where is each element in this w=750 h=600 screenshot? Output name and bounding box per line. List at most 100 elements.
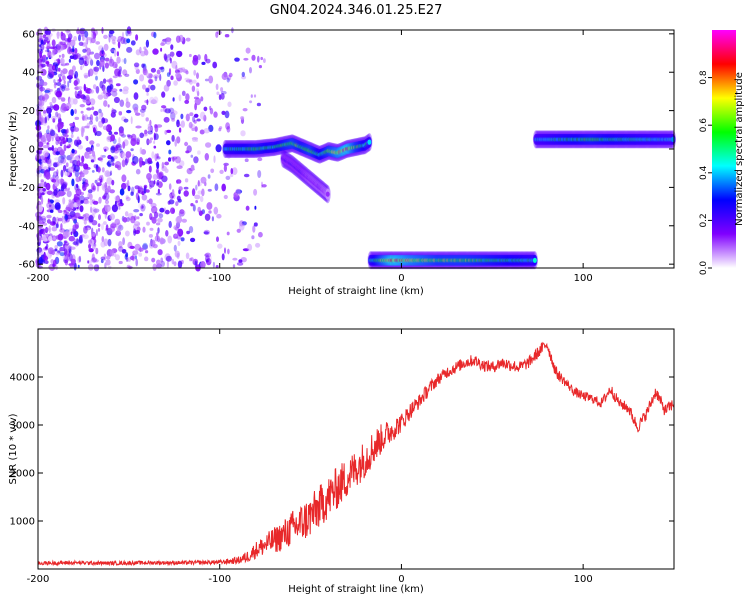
noise-speckle: [39, 86, 45, 92]
noise-speckle: [126, 179, 130, 188]
noise-speckle: [145, 39, 149, 48]
noise-speckle: [51, 249, 56, 256]
noise-speckle: [111, 39, 116, 45]
noise-speckle: [226, 77, 230, 83]
noise-speckle: [224, 247, 226, 254]
noise-speckle: [194, 126, 198, 132]
noise-speckle: [119, 88, 123, 92]
noise-speckle: [184, 99, 190, 104]
noise-speckle: [141, 194, 148, 201]
noise-speckle: [208, 210, 212, 214]
noise-speckle: [165, 230, 169, 237]
noise-speckle: [47, 160, 52, 168]
noise-speckle: [112, 75, 118, 79]
noise-speckle: [57, 67, 61, 72]
noise-speckle: [139, 213, 143, 217]
noise-speckle: [40, 179, 44, 183]
noise-speckle: [66, 137, 73, 143]
noise-speckle: [114, 195, 120, 202]
noise-speckle: [177, 228, 184, 237]
noise-speckle: [240, 130, 246, 137]
noise-speckle: [148, 198, 153, 205]
noise-speckle: [84, 135, 89, 140]
noise-speckle: [97, 227, 101, 232]
noise-speckle: [99, 80, 104, 89]
noise-speckle: [92, 84, 97, 90]
noise-speckle: [227, 101, 232, 108]
noise-speckle: [150, 239, 154, 246]
noise-speckle: [71, 65, 76, 72]
noise-speckle: [147, 157, 153, 164]
noise-speckle: [56, 241, 63, 247]
noise-speckle: [64, 255, 70, 261]
noise-speckle: [53, 189, 58, 196]
noise-speckle: [102, 78, 107, 84]
spectrogram-x-tick-label: 100: [574, 273, 593, 284]
noise-speckle: [180, 210, 186, 216]
noise-speckle: [110, 134, 115, 142]
noise-speckle: [156, 259, 161, 266]
noise-speckle: [74, 212, 81, 219]
noise-speckle: [175, 216, 182, 224]
noise-speckle: [161, 40, 167, 46]
noise-speckle: [130, 116, 133, 125]
noise-speckle: [178, 127, 182, 133]
noise-speckle: [140, 50, 146, 57]
noise-speckle: [149, 227, 154, 231]
noise-speckle: [148, 234, 153, 238]
noise-speckle: [82, 95, 87, 101]
noise-speckle: [100, 259, 104, 264]
noise-speckle: [56, 58, 59, 62]
noise-speckle: [130, 215, 136, 224]
noise-speckle: [146, 92, 149, 96]
noise-speckle: [223, 164, 227, 172]
noise-speckle: [148, 242, 155, 249]
noise-speckle: [212, 61, 218, 69]
noise-speckle: [121, 31, 125, 39]
noise-speckle: [108, 77, 113, 86]
noise-speckle: [250, 94, 253, 98]
noise-speckle: [51, 64, 57, 71]
noise-speckle: [45, 172, 51, 180]
noise-speckle: [109, 213, 115, 220]
noise-speckle: [90, 159, 95, 163]
noise-speckle: [204, 213, 211, 221]
noise-speckle: [89, 154, 96, 160]
noise-speckle: [118, 66, 123, 72]
noise-speckle: [89, 98, 96, 106]
noise-speckle: [196, 72, 199, 79]
noise-speckle: [193, 69, 197, 76]
noise-speckle: [102, 125, 108, 131]
noise-speckle: [147, 126, 153, 131]
noise-speckle: [46, 190, 53, 196]
noise-speckle: [189, 257, 192, 262]
noise-speckle: [163, 53, 168, 61]
noise-speckle: [97, 94, 104, 100]
noise-speckle: [91, 106, 95, 111]
noise-speckle: [79, 27, 86, 35]
noise-speckle: [170, 44, 174, 50]
noise-speckle: [63, 211, 68, 215]
noise-speckle: [68, 69, 74, 77]
noise-speckle: [175, 201, 179, 207]
noise-speckle: [154, 235, 159, 242]
noise-speckle: [169, 193, 172, 200]
noise-speckle: [200, 96, 204, 102]
noise-speckle: [38, 130, 43, 138]
noise-speckle: [50, 89, 53, 92]
noise-speckle: [133, 79, 139, 85]
noise-speckle: [70, 127, 75, 132]
noise-speckle: [130, 148, 134, 152]
noise-speckle: [59, 149, 65, 156]
noise-speckle: [113, 49, 117, 57]
noise-speckle: [100, 241, 106, 248]
noise-speckle: [84, 54, 91, 60]
noise-speckle: [64, 240, 68, 244]
noise-speckle: [78, 34, 81, 42]
noise-speckle: [63, 242, 70, 246]
noise-speckle: [78, 41, 84, 47]
colorbar-label: Normalized spectral amplitude: [734, 72, 745, 226]
noise-speckle: [77, 86, 83, 90]
noise-speckle: [227, 153, 231, 159]
noise-speckle: [70, 166, 74, 170]
